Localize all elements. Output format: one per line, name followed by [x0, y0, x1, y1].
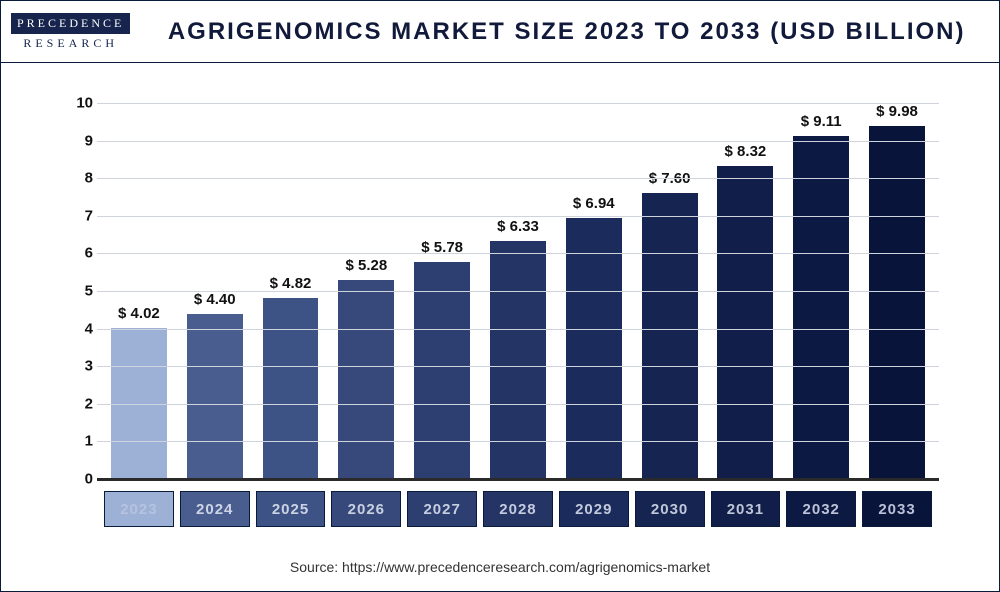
bar [566, 218, 622, 479]
bar-value-label: $ 6.33 [497, 218, 539, 235]
x-axis-label: 2027 [407, 491, 477, 527]
x-axis-label: 2033 [862, 491, 932, 527]
bar [793, 136, 849, 479]
report-frame: PRECEDENCE RESEARCH AGRIGENOMICS MARKET … [0, 0, 1000, 592]
logo-bottom-word: RESEARCH [23, 34, 118, 51]
bar [187, 314, 243, 479]
bar-value-label: $ 4.02 [118, 305, 160, 322]
gridline [97, 329, 939, 330]
x-axis-label: 2028 [483, 491, 553, 527]
y-tick-label: 1 [69, 433, 93, 450]
gridline [97, 441, 939, 442]
bar [263, 298, 319, 479]
bar-value-label: $ 9.11 [801, 113, 842, 130]
bar [490, 241, 546, 479]
y-tick-label: 6 [69, 245, 93, 262]
chart-title: AGRIGENOMICS MARKET SIZE 2023 TO 2033 (U… [144, 18, 989, 46]
bar-value-label: $ 4.40 [194, 291, 236, 308]
x-axis-label: 2023 [104, 491, 174, 527]
gridline [97, 404, 939, 405]
y-tick-label: 9 [69, 132, 93, 149]
x-axis-label: 2026 [331, 491, 401, 527]
x-axis-label: 2030 [635, 491, 705, 527]
y-tick-label: 2 [69, 395, 93, 412]
bar [414, 262, 470, 479]
bar [717, 166, 773, 479]
plot-region: $ 4.02$ 4.40$ 4.82$ 5.28$ 5.78$ 6.33$ 6.… [97, 103, 939, 479]
bar-value-label: $ 5.28 [345, 257, 387, 274]
x-axis-label: 2025 [256, 491, 326, 527]
x-axis-baseline [97, 478, 939, 481]
gridline [97, 178, 939, 179]
source-citation: Source: https://www.precedenceresearch.c… [1, 549, 999, 591]
x-axis-label: 2024 [180, 491, 250, 527]
gridline [97, 366, 939, 367]
y-tick-label: 7 [69, 207, 93, 224]
bar [338, 280, 394, 479]
bar-value-label: $ 4.82 [270, 275, 312, 292]
bar-value-label: $ 8.32 [725, 143, 767, 160]
y-tick-label: 8 [69, 170, 93, 187]
y-tick-label: 0 [69, 471, 93, 488]
gridline [97, 291, 939, 292]
chart-area: $ 4.02$ 4.40$ 4.82$ 5.28$ 5.78$ 6.33$ 6.… [41, 93, 959, 539]
y-tick-label: 5 [69, 283, 93, 300]
bar-value-label: $ 6.94 [573, 195, 615, 212]
y-tick-label: 4 [69, 320, 93, 337]
x-axis-label: 2032 [786, 491, 856, 527]
y-tick-label: 10 [69, 95, 93, 112]
y-tick-label: 3 [69, 358, 93, 375]
bar-value-label: $ 9.98 [876, 103, 918, 120]
gridline [97, 216, 939, 217]
x-axis-labels: 2023202420252026202720282029203020312032… [97, 491, 939, 527]
x-axis-label: 2029 [559, 491, 629, 527]
gridline [97, 103, 939, 104]
gridline [97, 253, 939, 254]
chart-container: $ 4.02$ 4.40$ 4.82$ 5.28$ 5.78$ 6.33$ 6.… [1, 63, 999, 549]
bar [642, 193, 698, 479]
gridline [97, 141, 939, 142]
logo-top-word: PRECEDENCE [11, 13, 130, 34]
x-axis-label: 2031 [711, 491, 781, 527]
brand-logo: PRECEDENCE RESEARCH [11, 13, 130, 51]
header-bar: PRECEDENCE RESEARCH AGRIGENOMICS MARKET … [1, 1, 999, 63]
